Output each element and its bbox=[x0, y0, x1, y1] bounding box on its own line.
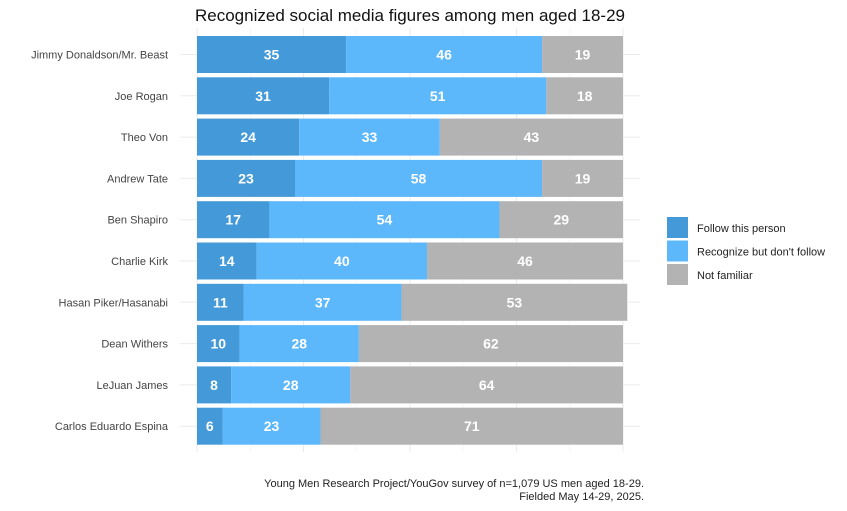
bar-segment-2 bbox=[542, 159, 623, 197]
legend-swatch-2 bbox=[667, 264, 688, 285]
data-label: 19 bbox=[575, 47, 591, 63]
data-label: 64 bbox=[479, 377, 495, 393]
data-label: 23 bbox=[264, 418, 280, 434]
data-label: 37 bbox=[315, 294, 331, 310]
bar-segment-1 bbox=[329, 77, 547, 115]
data-label: 8 bbox=[210, 377, 218, 393]
bar-segment-2 bbox=[358, 325, 623, 363]
bar-segment-1 bbox=[239, 325, 359, 363]
bar-segment-0 bbox=[197, 77, 330, 115]
bars: 35 46 19 31 51 18 24 33 43 23 58 19 17 54 29 14 40 46 11 37… bbox=[197, 36, 628, 445]
bar-segment-1 bbox=[269, 201, 500, 239]
data-label: 14 bbox=[219, 253, 235, 269]
data-label: 31 bbox=[255, 88, 271, 104]
legend: Follow this person Recognize but don't fo… bbox=[667, 217, 825, 285]
bar-segment-2 bbox=[439, 118, 623, 156]
category-label: Charlie Kirk bbox=[111, 256, 168, 268]
legend-label: Not familiar bbox=[697, 270, 753, 282]
category-label: Ben Shapiro bbox=[107, 215, 168, 227]
data-label: 40 bbox=[334, 253, 350, 269]
data-label: 6 bbox=[206, 418, 214, 434]
bar-segment-0 bbox=[197, 283, 244, 321]
bar-segment-2 bbox=[542, 36, 623, 73]
legend-label: Recognize but don't follow bbox=[697, 247, 825, 259]
bar-segment-2 bbox=[401, 283, 628, 321]
data-label: 46 bbox=[436, 47, 452, 63]
data-label: 53 bbox=[507, 294, 523, 310]
legend-swatch-1 bbox=[667, 240, 688, 262]
bar-segment-0 bbox=[197, 36, 347, 73]
data-label: 58 bbox=[411, 170, 427, 186]
category-label: Andrew Tate bbox=[107, 173, 168, 185]
bar-segment-1 bbox=[294, 159, 543, 197]
data-label: 62 bbox=[483, 336, 499, 352]
data-label: 71 bbox=[464, 418, 480, 434]
bar-segment-0 bbox=[197, 407, 223, 445]
bar-segment-0 bbox=[197, 159, 295, 197]
data-label: 28 bbox=[283, 377, 299, 393]
data-label: 11 bbox=[213, 294, 228, 310]
bar-segment-0 bbox=[197, 201, 270, 239]
bar-segment-1 bbox=[222, 407, 321, 445]
bar-segment-1 bbox=[299, 118, 440, 156]
data-label: 23 bbox=[238, 170, 254, 186]
bar-segment-2 bbox=[350, 366, 623, 404]
category-label: Carlos Eduardo Espina bbox=[55, 421, 169, 433]
bar-segment-2 bbox=[320, 407, 623, 445]
bar-segment-2 bbox=[499, 201, 623, 239]
legend-swatch-0 bbox=[667, 217, 688, 238]
bar-segment-1 bbox=[243, 283, 402, 321]
bar-segment-1 bbox=[231, 366, 351, 404]
category-label: Dean Withers bbox=[101, 339, 168, 351]
category-label: Jimmy Donaldson/Mr. Beast bbox=[31, 50, 168, 62]
chart-title: Recognized social media figures among me… bbox=[195, 6, 625, 25]
bar-segment-0 bbox=[197, 325, 240, 363]
legend-label: Follow this person bbox=[697, 223, 786, 235]
bar-segment-2 bbox=[546, 77, 623, 115]
category-label: Theo Von bbox=[121, 132, 168, 144]
data-label: 19 bbox=[575, 170, 591, 186]
data-label: 29 bbox=[553, 212, 569, 228]
bar-segment-1 bbox=[256, 242, 428, 280]
data-label: 35 bbox=[264, 47, 280, 63]
data-label: 51 bbox=[430, 88, 446, 104]
data-label: 24 bbox=[240, 129, 256, 145]
data-label: 28 bbox=[291, 336, 307, 352]
data-label: 54 bbox=[377, 212, 393, 228]
bar-segment-0 bbox=[197, 242, 257, 280]
bar-segment-0 bbox=[197, 118, 300, 156]
source-caption: Young Men Research Project/YouGov survey… bbox=[264, 478, 644, 490]
data-label: 10 bbox=[211, 336, 227, 352]
data-label: 18 bbox=[577, 88, 593, 104]
category-label: Joe Rogan bbox=[115, 91, 168, 103]
fielded-caption: Fielded May 14-29, 2025. bbox=[519, 491, 644, 503]
bar-segment-1 bbox=[346, 36, 543, 73]
data-label: 46 bbox=[517, 253, 533, 269]
category-labels: Jimmy Donaldson/Mr. Beast Joe Rogan Theo V… bbox=[31, 50, 169, 434]
bar-segment-2 bbox=[427, 242, 623, 280]
category-label: Hasan Piker/Hasanabi bbox=[59, 297, 168, 309]
data-label: 17 bbox=[225, 212, 241, 228]
category-label: LeJuan James bbox=[96, 380, 168, 392]
data-label: 43 bbox=[524, 129, 540, 145]
data-label: 33 bbox=[362, 129, 378, 145]
bar-segment-0 bbox=[197, 366, 232, 404]
